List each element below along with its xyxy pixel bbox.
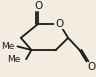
- Text: O: O: [34, 1, 43, 11]
- Text: Me: Me: [8, 55, 21, 64]
- Text: O: O: [87, 62, 95, 72]
- Text: O: O: [55, 19, 63, 29]
- Text: Me: Me: [1, 42, 15, 51]
